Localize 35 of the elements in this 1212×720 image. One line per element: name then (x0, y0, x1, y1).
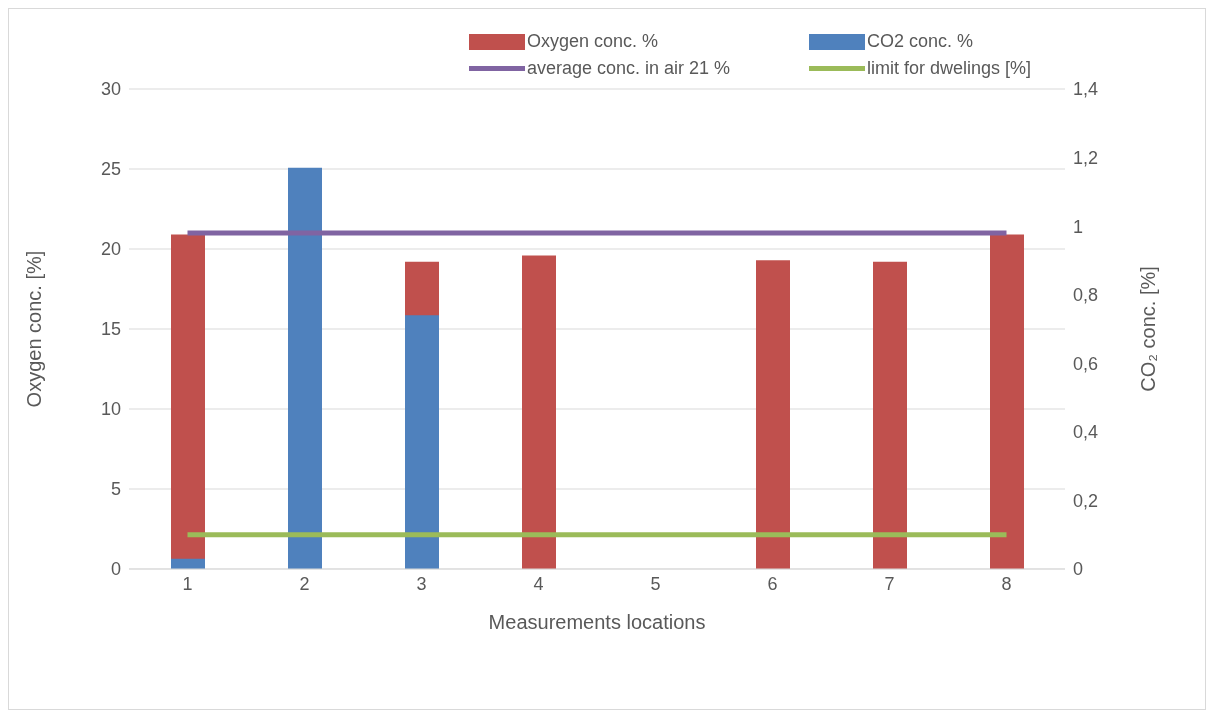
y2-tick-label: 0,4 (1073, 422, 1099, 443)
y-tick-label: 20 (100, 239, 121, 260)
y2-tick-label: 0 (1073, 559, 1084, 580)
y2-tick-label: 0,6 (1073, 353, 1099, 374)
bar (756, 260, 790, 569)
legend-label: average conc. in air 21 % (527, 58, 731, 79)
y2-axis-title: CO₂ conc. [%] (1137, 266, 1159, 392)
y-tick-label: 30 (100, 79, 121, 100)
bar (288, 167, 322, 569)
x-tick-label: 4 (533, 573, 544, 594)
bar (522, 255, 556, 569)
x-tick-label: 3 (416, 573, 427, 594)
x-tick-label: 7 (884, 573, 895, 594)
x-tick-label: 8 (1001, 573, 1012, 594)
bar (990, 234, 1024, 569)
x-axis-title: Measurements locations (488, 611, 706, 633)
bar (873, 261, 907, 569)
y-tick-label: 15 (100, 319, 121, 340)
y-tick-label: 25 (100, 159, 121, 180)
y-tick-label: 5 (110, 479, 121, 500)
legend-label: limit for dwelings [%] (867, 58, 1032, 79)
y-tick-label: 10 (100, 399, 121, 420)
y-axis-title: Oxygen conc. [%] (23, 250, 45, 408)
legend-label: CO2 conc. % (867, 31, 974, 52)
y2-tick-label: 1 (1073, 216, 1084, 237)
y-tick-label: 0 (110, 559, 121, 580)
y2-tick-label: 1,4 (1073, 79, 1099, 100)
x-tick-label: 5 (650, 573, 661, 594)
legend-label: Oxygen conc. % (527, 31, 659, 52)
y2-tick-label: 0,2 (1073, 490, 1099, 511)
y2-tick-label: 1,2 (1073, 147, 1099, 168)
x-tick-label: 2 (299, 573, 310, 594)
x-tick-label: 1 (182, 573, 193, 594)
y2-tick-label: 0,8 (1073, 285, 1099, 306)
x-tick-label: 6 (767, 573, 778, 594)
